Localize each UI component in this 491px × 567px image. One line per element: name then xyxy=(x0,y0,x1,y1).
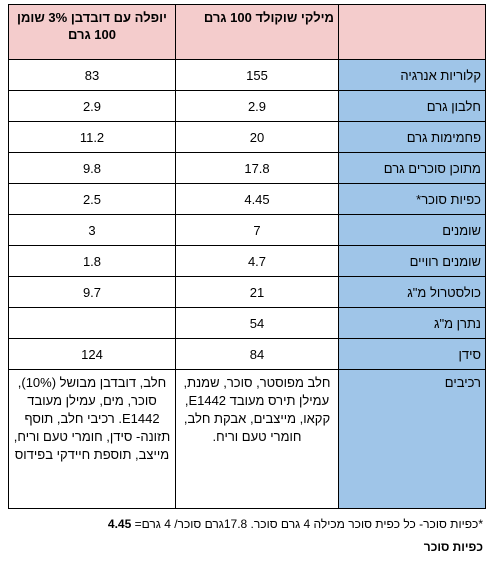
cell-milky-value[interactable]: 20 xyxy=(175,121,339,153)
header-yoplait[interactable]: יופלה עם דובדבן 3% שומן 100 גרם xyxy=(8,4,176,60)
table-row: 54 נתרן מ"ג xyxy=(8,307,486,339)
footnote-value: 4.45 xyxy=(107,517,132,531)
footnote: *כפיות סוכר- כל כפית סוכר מכילה 4 גרם סו… xyxy=(13,517,483,531)
cell-milky-value[interactable]: 4.7 xyxy=(175,245,339,277)
table-row: 83 155 קלוריות אנרגיה xyxy=(8,59,486,91)
cell-yoplait-value[interactable]: 11.2 xyxy=(8,121,176,153)
ingredients-row: חלב, דובדבן מבושל (10%), סוכר, מים, עמיל… xyxy=(8,369,486,509)
cell-nutrient-label[interactable]: קלוריות אנרגיה xyxy=(338,59,486,91)
cell-nutrient-label[interactable]: כפיות סוכר* xyxy=(338,183,486,215)
cell-milky-value[interactable]: 2.9 xyxy=(175,90,339,122)
cell-nutrient-label[interactable]: פחמימות גרם xyxy=(338,121,486,153)
cell-nutrient-label[interactable]: חלבון גרם xyxy=(338,90,486,122)
cell-milky-value[interactable]: 155 xyxy=(175,59,339,91)
cell-nutrient-label[interactable]: סידן xyxy=(338,338,486,370)
cell-milky-value[interactable]: 54 xyxy=(175,307,339,339)
cell-milky-ingredients[interactable]: חלב מפוסטר, סוכר, שמנת, עמילן תירס מעובד… xyxy=(175,369,339,509)
table-row: 9.8 17.8 מתוכן סוכרים גרם xyxy=(8,152,486,184)
cell-yoplait-value[interactable]: 83 xyxy=(8,59,176,91)
cell-ingredients-label[interactable]: רכיבים xyxy=(338,369,486,509)
table-row: 9.7 21 כולסטרול מ"ג xyxy=(8,276,486,308)
table-row: 2.5 4.45 כפיות סוכר* xyxy=(8,183,486,215)
table-row: 1.8 4.7 שומנים רוויים xyxy=(8,245,486,277)
cell-yoplait-value[interactable] xyxy=(8,307,176,339)
cell-yoplait-value[interactable]: 9.8 xyxy=(8,152,176,184)
table-row: 2.9 2.9 חלבון גרם xyxy=(8,90,486,122)
cell-yoplait-value[interactable]: 124 xyxy=(8,338,176,370)
cell-milky-value[interactable]: 17.8 xyxy=(175,152,339,184)
cell-milky-value[interactable]: 7 xyxy=(175,214,339,246)
table-row: 3 7 שומנים xyxy=(8,214,486,246)
cell-yoplait-value[interactable]: 1.8 xyxy=(8,245,176,277)
cell-yoplait-value[interactable]: 3 xyxy=(8,214,176,246)
footnote-unit: כפיות סוכר xyxy=(423,540,483,554)
cell-milky-value[interactable]: 4.45 xyxy=(175,183,339,215)
cell-yoplait-ingredients[interactable]: חלב, דובדבן מבושל (10%), סוכר, מים, עמיל… xyxy=(8,369,176,509)
cell-nutrient-label[interactable]: שומנים xyxy=(338,214,486,246)
footnote-text: *כפיות סוכר- כל כפית סוכר מכילה 4 גרם סו… xyxy=(134,517,483,531)
table-row: 11.2 20 פחמימות גרם xyxy=(8,121,486,153)
nutrition-comparison-table: יופלה עם דובדבן 3% שומן 100 גרם מילקי שו… xyxy=(8,4,486,509)
header-empty[interactable] xyxy=(338,4,486,60)
cell-milky-value[interactable]: 21 xyxy=(175,276,339,308)
cell-yoplait-value[interactable]: 9.7 xyxy=(8,276,176,308)
cell-milky-value[interactable]: 84 xyxy=(175,338,339,370)
table-row: 124 84 סידן xyxy=(8,338,486,370)
cell-nutrient-label[interactable]: שומנים רוויים xyxy=(338,245,486,277)
cell-nutrient-label[interactable]: נתרן מ"ג xyxy=(338,307,486,339)
cell-nutrient-label[interactable]: מתוכן סוכרים גרם xyxy=(338,152,486,184)
cell-nutrient-label[interactable]: כולסטרול מ"ג xyxy=(338,276,486,308)
cell-yoplait-value[interactable]: 2.5 xyxy=(8,183,176,215)
header-milky[interactable]: מילקי שוקולד 100 גרם xyxy=(175,4,339,60)
table-header-row: יופלה עם דובדבן 3% שומן 100 גרם מילקי שו… xyxy=(8,4,486,60)
cell-yoplait-value[interactable]: 2.9 xyxy=(8,90,176,122)
